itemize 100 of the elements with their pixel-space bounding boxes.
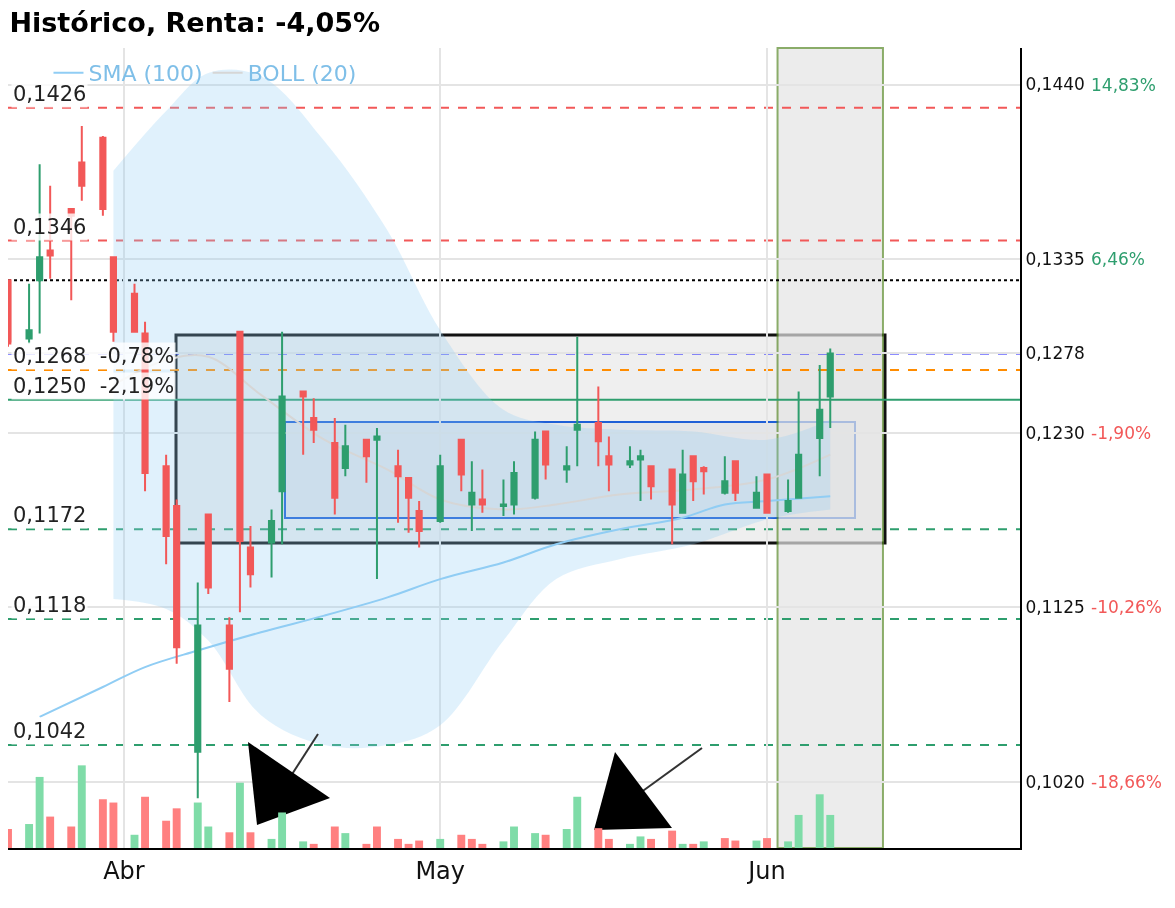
candlestick bbox=[362, 438, 370, 484]
bar bbox=[35, 776, 44, 848]
candlestick bbox=[204, 513, 212, 596]
ref-line-label: 0,1172 bbox=[13, 503, 87, 527]
ref-line-label: 0,1118 bbox=[13, 593, 87, 617]
ref-line-label: 0,1250 -2,19% bbox=[13, 374, 175, 398]
bar bbox=[309, 843, 318, 848]
candlestick bbox=[236, 330, 244, 614]
bar bbox=[98, 799, 107, 848]
candlestick bbox=[594, 385, 602, 468]
bar bbox=[699, 841, 708, 848]
candlestick bbox=[731, 460, 739, 503]
candlestick bbox=[784, 478, 792, 514]
candlestick bbox=[331, 417, 339, 516]
bar bbox=[25, 824, 34, 848]
bar bbox=[341, 833, 350, 848]
candlestick bbox=[405, 476, 413, 534]
y2-tick-label: 14,83% bbox=[1091, 74, 1156, 95]
bar bbox=[541, 834, 550, 848]
bar bbox=[162, 820, 171, 848]
candlestick bbox=[752, 475, 761, 509]
bar bbox=[794, 814, 803, 848]
candlestick bbox=[563, 445, 571, 484]
candlestick bbox=[457, 438, 465, 493]
y2-tick-label: 6,46% bbox=[1091, 248, 1146, 269]
chart-title: Histórico, Renta: -4,05% bbox=[9, 7, 381, 39]
y-tick-label: 0,1020 bbox=[1025, 771, 1085, 792]
y-tick-label: 0,1230 bbox=[1025, 423, 1085, 444]
candlestick bbox=[341, 423, 349, 478]
candlestick bbox=[109, 256, 117, 343]
candlestick bbox=[130, 282, 139, 333]
candlestick bbox=[99, 134, 107, 217]
bar bbox=[826, 814, 835, 848]
bar bbox=[815, 794, 824, 848]
bar bbox=[647, 838, 655, 848]
bar bbox=[330, 826, 339, 848]
legend-label: BOLL (20) bbox=[247, 61, 357, 87]
ref-line-label: 0,1346 bbox=[13, 215, 87, 239]
bar bbox=[67, 826, 76, 848]
bar bbox=[299, 841, 308, 848]
y2-tick-label: -10,26% bbox=[1091, 596, 1162, 617]
ref-line-label: 0,1042 bbox=[13, 719, 87, 743]
ref-line-label: 0,1426 bbox=[13, 82, 87, 106]
bar bbox=[278, 812, 287, 848]
candlestick bbox=[700, 465, 708, 496]
candlestick bbox=[721, 455, 729, 496]
bar bbox=[204, 826, 213, 848]
candlestick bbox=[636, 448, 645, 503]
candlestick bbox=[531, 430, 539, 501]
candlestick bbox=[468, 460, 476, 532]
y2-tick-label: -18,66% bbox=[1091, 771, 1162, 792]
bar bbox=[668, 830, 677, 848]
bar bbox=[562, 828, 571, 848]
x-tick-label: Jun bbox=[746, 856, 786, 885]
y-tick-label: 0,1125 bbox=[1025, 597, 1085, 618]
bar bbox=[404, 843, 413, 848]
y-tick-label: 0,1440 bbox=[1025, 74, 1085, 95]
bar bbox=[604, 838, 613, 848]
bar bbox=[362, 843, 371, 848]
candlestick bbox=[310, 397, 318, 445]
bar bbox=[689, 843, 698, 848]
bar bbox=[225, 832, 234, 848]
candlestick bbox=[415, 500, 423, 549]
candlestick bbox=[763, 473, 771, 514]
bar bbox=[763, 838, 771, 848]
ref-line-label: 0,1268 -0,78% bbox=[13, 344, 175, 368]
bar bbox=[720, 838, 729, 848]
candlestick bbox=[499, 478, 508, 518]
candlestick bbox=[299, 390, 307, 456]
x-tick-label: Abr bbox=[103, 856, 145, 885]
candlestick bbox=[626, 445, 634, 469]
bar bbox=[784, 841, 793, 848]
candlestick bbox=[436, 453, 444, 524]
candlestick bbox=[478, 468, 486, 514]
candlestick bbox=[647, 465, 655, 501]
bar bbox=[636, 836, 645, 848]
bar bbox=[141, 796, 149, 848]
candlestick bbox=[78, 125, 86, 202]
bar bbox=[457, 834, 466, 848]
bar bbox=[394, 838, 402, 848]
candlestick bbox=[605, 435, 613, 493]
bar bbox=[436, 838, 445, 848]
legend-label: SMA (100) bbox=[88, 61, 203, 87]
bar bbox=[46, 816, 55, 848]
bar bbox=[678, 843, 687, 848]
x-tick-label: May bbox=[415, 856, 466, 885]
bar bbox=[235, 782, 244, 848]
bar bbox=[478, 843, 487, 848]
y2-tick-label: -1,90% bbox=[1091, 422, 1152, 443]
bar bbox=[109, 802, 118, 848]
candlestick bbox=[510, 460, 518, 516]
candlestick bbox=[225, 616, 233, 703]
bar bbox=[626, 843, 634, 848]
bar bbox=[499, 841, 508, 848]
bar bbox=[594, 828, 603, 848]
candlestick bbox=[162, 453, 170, 566]
y-tick-label: 0,1278 bbox=[1025, 343, 1085, 364]
bar bbox=[531, 833, 540, 848]
bar bbox=[193, 802, 202, 848]
bar bbox=[467, 838, 476, 848]
